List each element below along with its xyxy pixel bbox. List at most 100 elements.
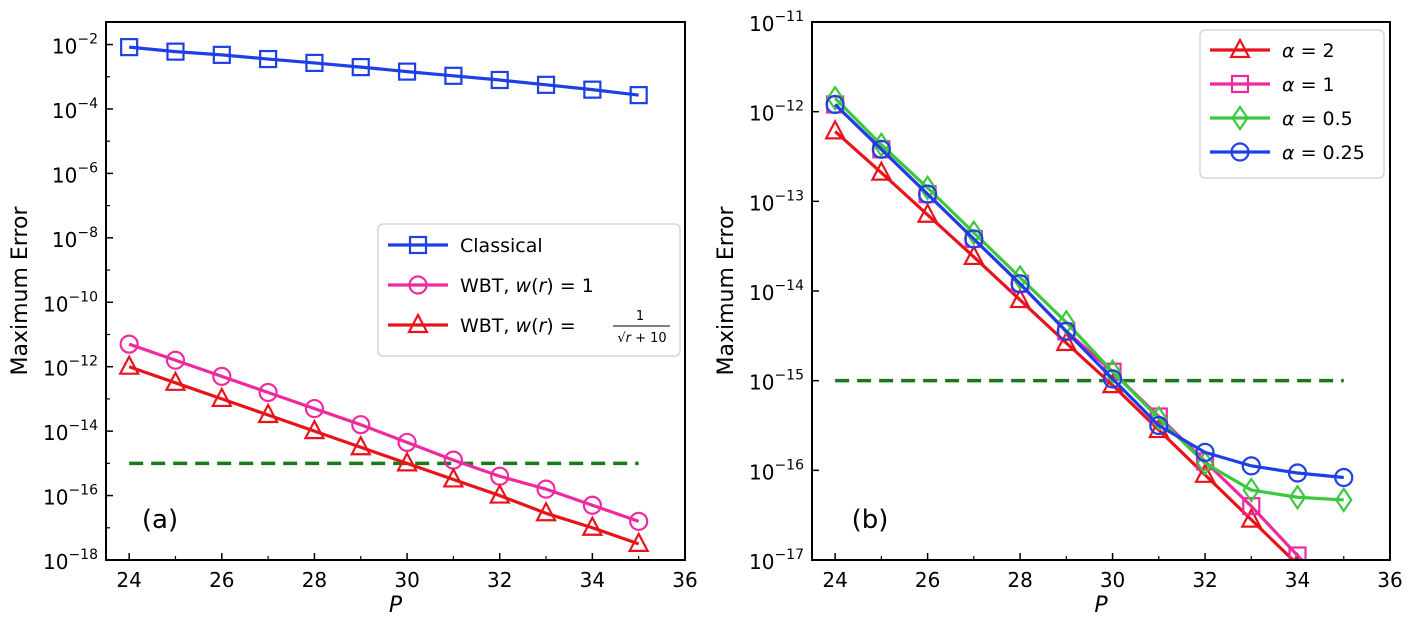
panel-label: (a) [142,505,178,535]
legend-marker-0 [1229,37,1251,59]
y-axis-title: Maximum Error [8,206,33,376]
x-tick-label: 32 [487,568,512,592]
data-point-2 [1288,484,1307,511]
series-group [118,38,650,552]
y-tick-label: 10−16 [43,483,98,510]
legend-label-2: WBT, w(r) = [460,315,576,337]
y-axis-title: Maximum Error [714,206,739,376]
data-point-2 [1011,264,1029,291]
data-point-1 [397,432,417,453]
data-point-0 [120,38,139,57]
y-tick-label: 10−4 [52,96,98,123]
x-axis-title: P [1094,593,1108,618]
y-tick-label: 10−10 [43,289,98,316]
data-point-1 [304,398,325,419]
series-line-2 [128,365,640,546]
data-point-2 [965,219,983,246]
data-point-1 [629,511,649,531]
data-point-1 [1242,497,1261,516]
plot-frame [811,21,1391,561]
panel-a: 24 26 28 30 32 34 36 10−18 10−16 10−14 10−12 10−10 1… [8,21,698,618]
plot-frame [105,21,686,561]
data-point-2 [1334,486,1353,513]
y-tick-label: 10−18 [43,547,98,574]
series-line-0 [129,45,639,97]
legend-marker-2 [1231,105,1249,131]
legend-marker-0 [408,235,428,255]
legend-box [1199,29,1385,179]
data-point-0 [1009,287,1031,309]
data-point-1 [258,382,278,403]
x-tick-label: 26 [915,568,940,592]
y-tick-label: 10−11 [749,9,804,36]
y-tick-label: 10−14 [749,278,804,305]
y-tick-label: 10−2 [52,32,98,59]
series-line-0 [834,130,1296,560]
x-tick-label: 26 [209,568,234,592]
data-point-2 [396,451,418,472]
data-point-0 [583,80,602,99]
data-point-2 [918,174,937,201]
data-point-0 [536,75,556,94]
data-point-2 [1149,405,1168,432]
legend-label-2: α = 0.5 [1282,108,1353,130]
data-point-0 [212,45,231,64]
legend-label-1: α = 1 [1282,74,1335,96]
data-point-3 [1334,467,1354,488]
data-point-2 [581,515,604,536]
data-point-0 [444,66,463,85]
legend: α = 2 α = 1 α = 0.5 α = 0.25 [1199,29,1385,179]
data-point-3 [825,94,845,115]
data-point-3 [1195,442,1215,462]
data-point-3 [964,229,984,249]
legend-marker-1 [1230,74,1250,94]
x-tick-label: 34 [1285,568,1310,592]
y-tick-label: 10−13 [749,188,804,215]
data-point-3 [871,139,891,159]
data-point-0 [305,53,324,73]
x-tick-label: 24 [822,568,847,592]
panel-b: 24 26 28 30 32 34 36 10−17 10−16 10−15 10−14 10−13 1… [714,9,1403,618]
legend-label-1: WBT, w(r) = 1 [460,275,594,297]
y-tick-label: 10−6 [52,160,98,187]
data-point-2 [210,386,233,408]
data-point-1 [1336,597,1352,613]
data-point-2 [442,467,465,488]
legend-marker-2 [407,312,429,334]
data-point-1 [1288,546,1307,560]
data-point-0 [1194,462,1216,483]
data-point-0 [397,62,417,81]
data-point-2 [1103,358,1122,385]
legend-marker-1 [408,275,428,295]
data-point-0 [916,202,939,223]
legend-label-0: α = 2 [1282,40,1335,62]
data-point-3 [1010,274,1030,294]
data-point-2 [257,402,279,424]
data-point-3 [1056,321,1076,341]
legend-marker-3 [1230,142,1250,162]
data-point-0 [824,119,846,140]
data-point-0 [490,70,509,90]
legend-label-0: Classical [460,235,543,257]
x-tick-label: 36 [1377,568,1402,592]
data-point-0 [1240,507,1263,528]
data-point-0 [351,58,370,77]
legend-fraction-den: √r + 10 [617,331,666,346]
data-point-0 [166,42,185,61]
data-point-3 [1149,415,1169,436]
data-point-3 [1241,456,1261,476]
x-tick-label: 32 [1192,568,1217,592]
data-point-2 [303,418,326,440]
data-point-0 [870,160,893,181]
data-point-1 [582,495,602,515]
x-tick-label: 30 [394,568,419,592]
x-tick-label: 28 [1007,568,1032,592]
data-point-1 [351,415,371,435]
y-tick-label: 10−12 [749,99,804,126]
data-point-3 [917,184,938,204]
data-point-2 [488,483,511,504]
x-tick-label: 34 [580,568,605,592]
x-tick-label: 28 [302,568,327,592]
y-tick-label: 10−15 [749,368,804,395]
